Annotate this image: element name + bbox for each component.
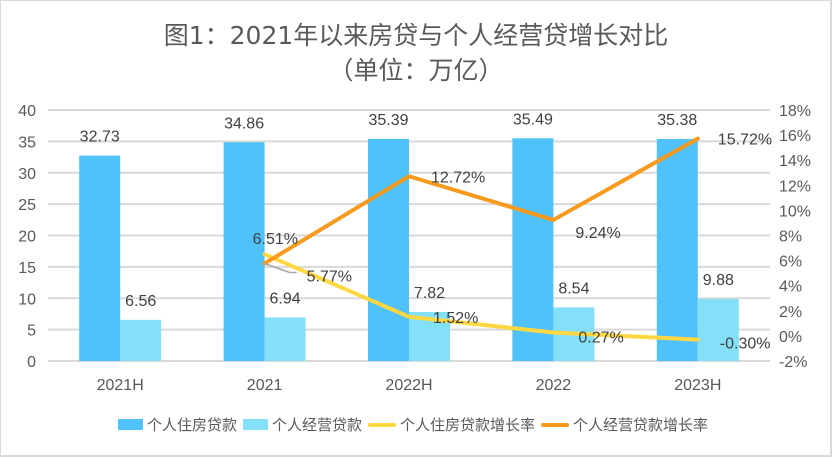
bar-business-loan	[697, 299, 739, 361]
data-label-housing-loan: 32.73	[80, 129, 120, 146]
line-housing-growth	[262, 252, 700, 342]
data-label-housing-loan: 35.49	[513, 111, 553, 128]
y-left-tick-label: 10	[18, 291, 36, 308]
x-tick-label: 2022H	[385, 377, 432, 394]
data-label-business-loan: 6.94	[270, 290, 301, 307]
y-left-tick-label: 25	[18, 197, 36, 214]
legend-label: 个人住房贷款	[146, 416, 237, 434]
chart-subtitle: （单位：万亿）	[328, 56, 504, 85]
data-label-housing-growth: 0.27%	[578, 330, 623, 347]
data-label-business-loan: 8.54	[558, 280, 589, 297]
data-label-business-loan: 9.88	[703, 272, 734, 289]
line-business-growth	[262, 136, 700, 266]
data-label-leader	[264, 262, 297, 274]
x-tick-label: 2021H	[97, 377, 144, 394]
y-right-tick-label: 2%	[779, 304, 802, 321]
bar-housing-loan	[79, 155, 121, 361]
legend-label: 个人经营贷款增长率	[573, 416, 709, 434]
legend-label: 个人经营贷款	[271, 416, 362, 434]
data-label-housing-loan: 35.38	[657, 112, 697, 129]
y-right-tick-label: 18%	[779, 103, 811, 120]
y-right-tick-label: 10%	[779, 203, 811, 220]
legend: 个人住房贷款 个人经营贷款 个人住房贷款增长率 个人经营贷款增长率	[0, 414, 832, 435]
legend-swatch-business-growth	[541, 422, 570, 427]
y-right-tick-label: 4%	[779, 279, 802, 296]
bar-housing-loan	[512, 138, 554, 361]
y-right-tick-label: 12%	[779, 178, 811, 195]
y-right-tick-label: 8%	[779, 229, 802, 246]
data-label-housing-growth: -0.30%	[720, 336, 771, 353]
bar-housing-loan	[223, 142, 265, 361]
legend-swatch-housing-growth	[368, 422, 396, 427]
y-right-tick-label: -2%	[779, 354, 807, 371]
legend-item-business-loan: 个人经营贷款	[242, 414, 362, 435]
data-label-business-loan: 7.82	[414, 285, 445, 302]
y-left-tick-label: 35	[18, 134, 36, 151]
data-label-business-loan: 6.56	[125, 293, 156, 310]
data-label-business-growth: 5.77%	[307, 268, 352, 285]
legend-swatch-business-loan	[242, 419, 268, 430]
data-label-housing-growth: 6.51%	[253, 231, 298, 248]
data-label-business-growth: 12.72%	[431, 169, 485, 186]
data-label-housing-growth: 1.52%	[433, 310, 478, 327]
bar-business-loan	[120, 319, 162, 361]
legend-swatch-housing-loan	[117, 419, 143, 430]
legend-item-housing-growth: 个人住房贷款增长率	[368, 414, 535, 435]
y-left-tick-label: 30	[18, 166, 36, 183]
x-tick-label: 2021	[247, 377, 283, 394]
data-label-housing-loan: 35.39	[368, 112, 408, 129]
bar-housing-loan	[656, 138, 698, 361]
legend-label: 个人住房贷款增长率	[400, 416, 536, 434]
data-label-business-growth: 15.72%	[718, 132, 772, 149]
y-left-tick-label: 5	[27, 323, 36, 340]
legend-item-business-growth: 个人经营贷款增长率	[541, 414, 708, 435]
chart-title: 图1：2021年以来房贷与个人经营贷增长对比	[163, 21, 669, 50]
y-right-tick-label: 14%	[779, 153, 811, 170]
data-label-housing-loan: 34.86	[224, 115, 264, 132]
y-left-tick-label: 40	[18, 103, 36, 120]
legend-item-housing-loan: 个人住房贷款	[117, 414, 237, 435]
y-left-tick-label: 20	[18, 229, 36, 246]
y-left-tick-label: 0	[27, 354, 36, 371]
bar-business-loan	[264, 317, 306, 361]
y-right-tick-label: 6%	[779, 254, 802, 271]
data-label-business-growth: 9.24%	[575, 225, 620, 242]
x-tick-label: 2022	[536, 377, 572, 394]
y-right-tick-label: 16%	[779, 128, 811, 145]
y-right-tick-label: 0%	[779, 329, 802, 346]
bar-housing-loan	[368, 138, 409, 361]
x-tick-label: 2023H	[674, 377, 721, 394]
y-left-tick-label: 15	[18, 260, 36, 277]
